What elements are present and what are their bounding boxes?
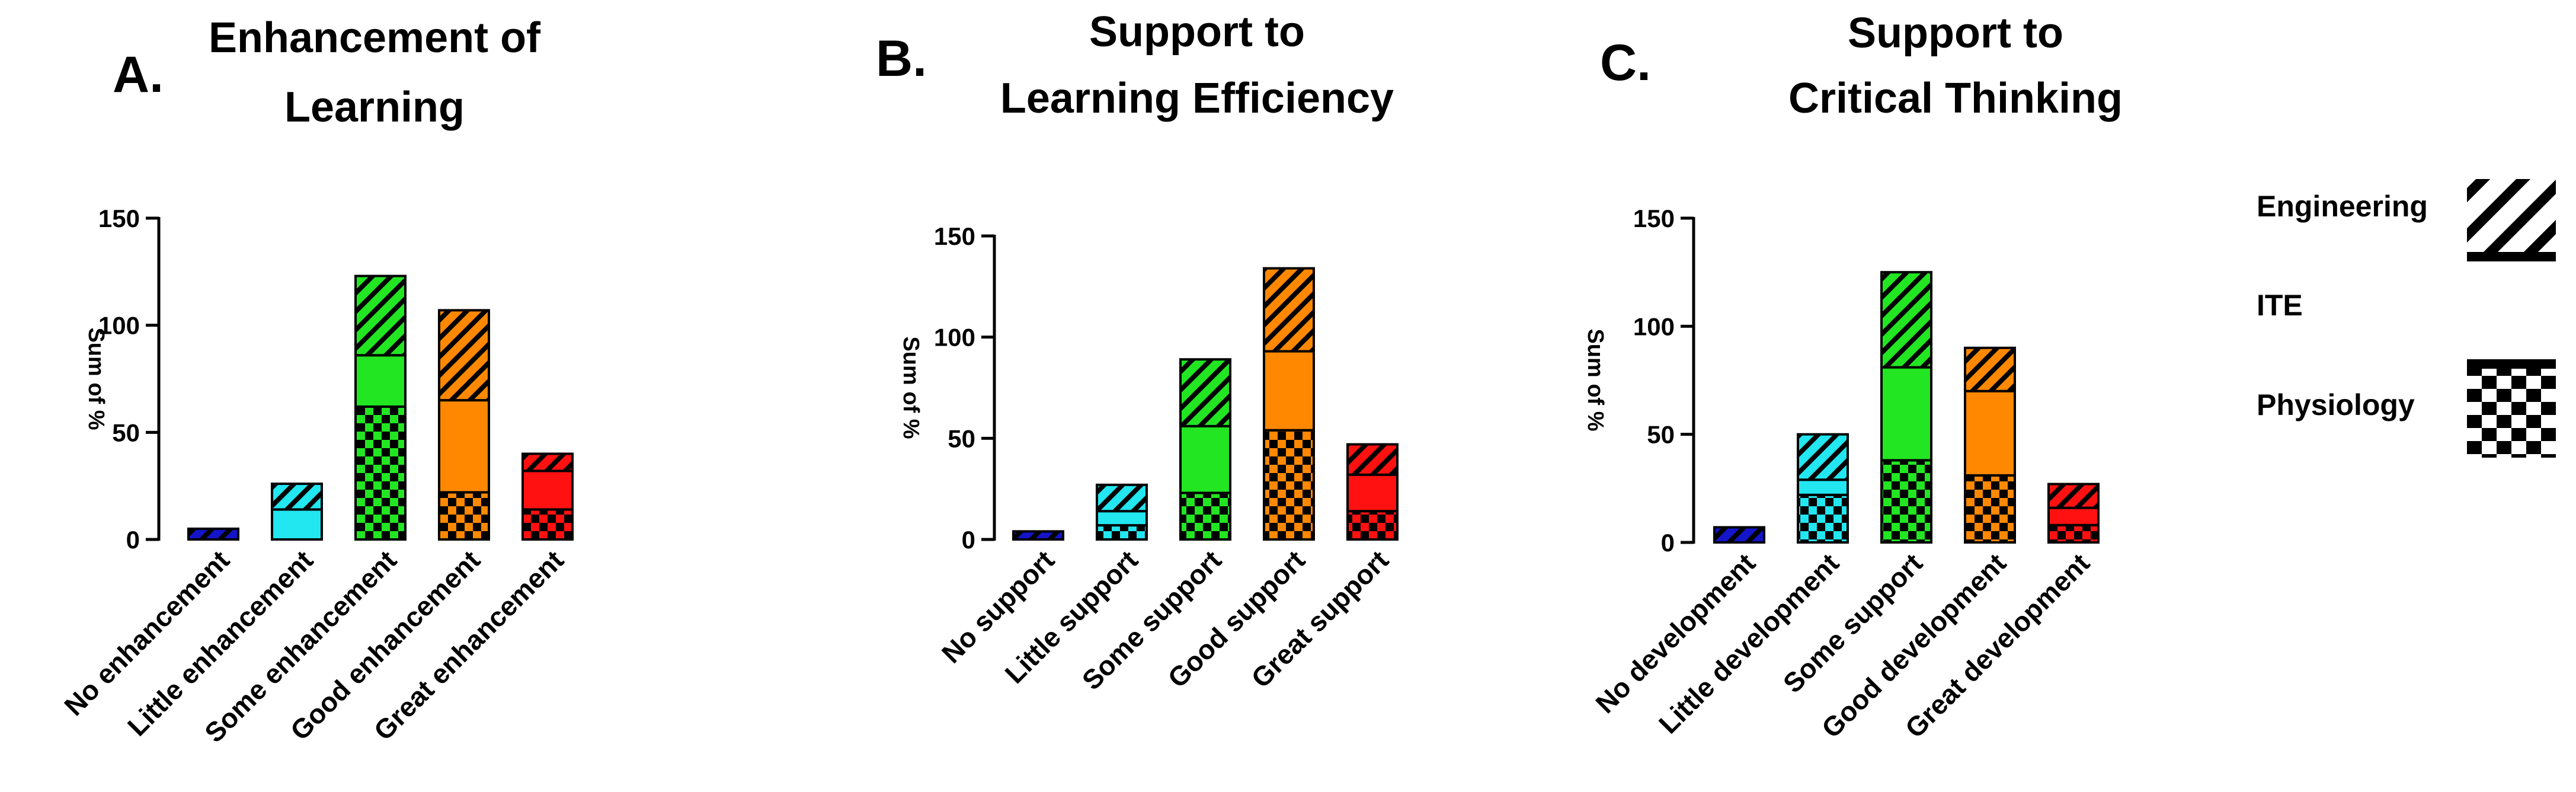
bar-segment-ite (1264, 351, 1314, 430)
y-tick-label: 100 (934, 324, 975, 352)
panel-letter: A. (113, 46, 164, 103)
panel-b: B. Support to Learning Efficiency 0 50 100… (876, 8, 1399, 696)
bar-outline (521, 452, 574, 472)
bar-segment-engineering (1013, 531, 1063, 539)
panel-a: A. Enhancement of Learning 0 50 100 150 Sum … (58, 14, 574, 748)
y-tick-label: 50 (1647, 421, 1675, 449)
bar-segment-ite (356, 355, 405, 407)
chart-title-line-2: Learning Efficiency (1000, 75, 1394, 122)
bar-segment-ite (1097, 511, 1147, 526)
chart-title-line-1: Enhancement of (209, 14, 541, 62)
bar-segment-physiology (1264, 430, 1314, 539)
bar-outline (1263, 267, 1315, 353)
bar-segment-engineering (523, 454, 572, 471)
y-tick-label: 50 (112, 419, 140, 446)
bar-segment-ite (1348, 474, 1397, 512)
bar-outline (354, 274, 407, 357)
bar-segment-engineering (188, 528, 238, 539)
panel-c: C. Support to Critical Thinking 0 50 100 15… (1583, 9, 2123, 744)
bar-segment-engineering (1180, 359, 1230, 426)
bar-segment-physiology (2049, 525, 2098, 542)
y-tick-label: 0 (962, 526, 975, 554)
bar-segment-engineering (1881, 272, 1931, 368)
bar-segment-engineering (356, 276, 405, 356)
y-axis-label: Sum of % (898, 336, 923, 439)
panel-letter: C. (1600, 34, 1651, 91)
y-tick-label: 150 (1633, 205, 1675, 232)
y-tick-label: 150 (98, 205, 140, 232)
bar-outline (1964, 346, 2016, 392)
bar-segment-engineering (1965, 347, 2015, 391)
bar-outline (187, 527, 239, 541)
bar-segment-engineering (1798, 434, 1848, 480)
legend-label-engineering: Engineering (2257, 190, 2428, 223)
bar-segment-ite (1965, 391, 2015, 475)
bar-segment-engineering (2049, 484, 2098, 508)
bar-segment-engineering (439, 310, 489, 401)
bar-segment-ite (1180, 426, 1230, 493)
legend-label-ite: ITE (2257, 289, 2303, 322)
bar-segment-engineering (1714, 527, 1764, 542)
bar-segment-physiology (1798, 494, 1848, 542)
bar-segment-physiology (523, 509, 572, 539)
y-axis-label: Sum of % (1583, 328, 1608, 431)
y-tick-label: 150 (934, 222, 975, 250)
bar-segment-engineering (1097, 484, 1147, 512)
x-tick-label: No development (1589, 547, 1761, 719)
y-axis-label: Sum of % (84, 327, 108, 430)
chart-title-line-1: Support to (1089, 8, 1305, 56)
bar-segment-physiology (1180, 493, 1230, 539)
bar-outline (1012, 530, 1064, 541)
bar-segment-physiology (1348, 511, 1397, 539)
bar-outline (1880, 271, 1932, 369)
y-tick-label: 0 (1661, 529, 1675, 557)
bar-outline (1179, 358, 1231, 427)
bar-segment-physiology (1881, 460, 1931, 542)
y-tick-label: 50 (948, 424, 975, 452)
y-tick-label: 0 (126, 526, 140, 554)
chart-title-line-1: Support to (1848, 9, 2063, 57)
legend-label-physiology: Physiology (2257, 388, 2415, 421)
bar-segment-engineering (1348, 444, 1397, 475)
legend: Engineering ITE Physiology (2257, 179, 2556, 458)
bar-segment-physiology (1965, 475, 2015, 542)
bar-outline (1096, 483, 1148, 513)
panel-letter: B. (876, 30, 927, 87)
bar-segment-ite (2049, 507, 2098, 525)
bar-outline (1346, 443, 1399, 476)
legend-swatch-physiology (2467, 359, 2556, 458)
bar-segment-ite (439, 400, 489, 493)
bar-segment-physiology (1097, 525, 1147, 539)
bar-outline (2047, 483, 2100, 509)
bar-segment-ite (1798, 480, 1848, 495)
chart-title-line-2: Critical Thinking (1788, 75, 2123, 122)
y-tick-label: 100 (98, 312, 140, 340)
bar-segment-ite (1881, 367, 1931, 461)
bar-segment-ite (523, 471, 572, 510)
chart-title-line-2: Learning (284, 84, 465, 131)
bar-outline (271, 483, 323, 511)
bar-segment-physiology (356, 406, 405, 539)
bar-segment-physiology (439, 492, 489, 539)
bar-outline (1797, 433, 1849, 481)
bar-segment-ite (272, 509, 322, 539)
bar-segment-engineering (272, 484, 322, 510)
bar-outline (438, 309, 490, 402)
bar-segment-engineering (1264, 268, 1314, 352)
bar-outline (1713, 526, 1765, 544)
y-tick-label: 100 (1633, 312, 1675, 340)
legend-swatch-engineering (2467, 179, 2556, 261)
